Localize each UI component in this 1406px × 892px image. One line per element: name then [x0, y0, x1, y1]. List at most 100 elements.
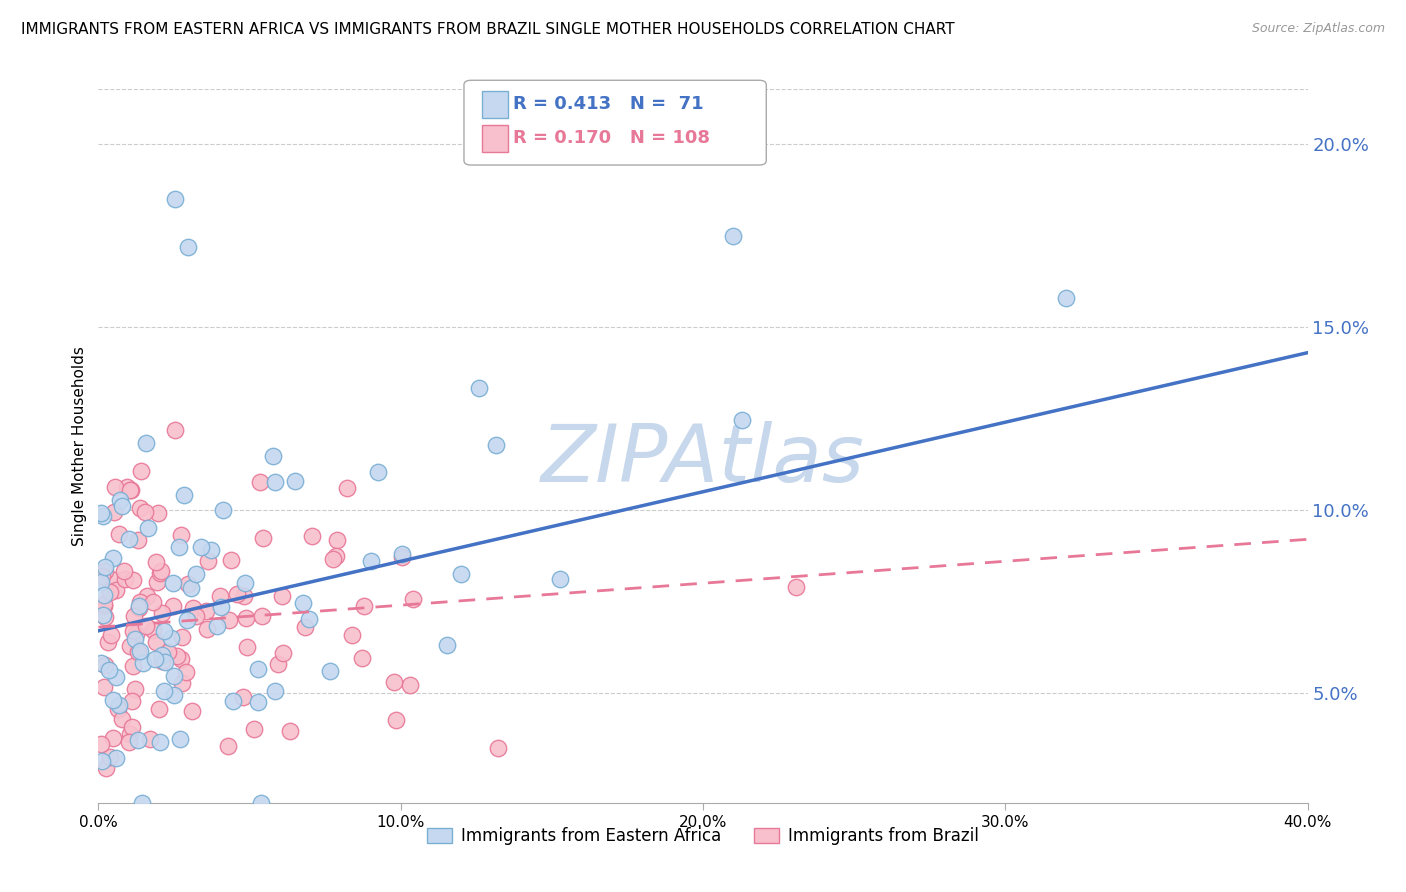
- Point: [128, 599, 150, 613]
- Point: [723, 228, 745, 243]
- Point: [135, 589, 157, 603]
- Point: [142, 595, 165, 609]
- Point: [218, 613, 240, 627]
- Point: [486, 741, 509, 756]
- Point: [398, 678, 420, 692]
- Point: [145, 635, 167, 649]
- Point: [252, 531, 274, 545]
- Point: [143, 652, 166, 666]
- Point: [145, 574, 167, 589]
- Point: [104, 751, 127, 765]
- Point: [128, 643, 150, 657]
- Point: [103, 505, 125, 519]
- Point: [152, 683, 174, 698]
- Point: [163, 423, 186, 437]
- Point: [129, 595, 152, 609]
- Point: [190, 540, 212, 554]
- Point: [145, 555, 167, 569]
- Point: [111, 712, 134, 726]
- Point: [91, 568, 114, 582]
- Point: [120, 727, 142, 741]
- Point: [262, 449, 284, 463]
- Point: [114, 572, 136, 586]
- Point: [91, 509, 114, 524]
- Point: [105, 669, 128, 683]
- Point: [176, 613, 198, 627]
- Point: [301, 529, 323, 543]
- Point: [90, 575, 112, 590]
- Point: [360, 554, 382, 568]
- Point: [167, 540, 190, 554]
- Point: [221, 553, 243, 567]
- Point: [149, 566, 172, 580]
- Point: [139, 731, 162, 746]
- Point: [94, 761, 117, 775]
- Point: [100, 628, 122, 642]
- Point: [166, 648, 188, 663]
- Point: [271, 646, 294, 660]
- Point: [163, 669, 186, 683]
- Point: [93, 658, 115, 673]
- Point: [104, 583, 127, 598]
- Point: [292, 596, 315, 610]
- Point: [209, 600, 232, 615]
- Point: [124, 627, 146, 641]
- Point: [391, 547, 413, 561]
- Point: [127, 733, 149, 747]
- Point: [136, 521, 159, 535]
- Point: [485, 437, 508, 451]
- Point: [93, 599, 115, 614]
- Point: [225, 587, 247, 601]
- Point: [270, 589, 292, 603]
- Point: [195, 622, 218, 636]
- Point: [181, 704, 204, 718]
- Point: [122, 624, 145, 638]
- Point: [150, 606, 173, 620]
- Point: [93, 598, 115, 612]
- Point: [170, 527, 193, 541]
- Point: [129, 464, 152, 478]
- Point: [98, 663, 121, 677]
- Text: ZIPAtlas: ZIPAtlas: [541, 421, 865, 500]
- Point: [121, 573, 143, 587]
- Point: [209, 589, 232, 603]
- Point: [267, 657, 290, 671]
- Point: [117, 735, 139, 749]
- Point: [165, 192, 187, 206]
- Point: [118, 640, 141, 654]
- Point: [121, 720, 143, 734]
- Point: [170, 630, 193, 644]
- Point: [112, 564, 135, 578]
- Point: [342, 627, 364, 641]
- Text: R = 0.413   N =  71: R = 0.413 N = 71: [513, 95, 704, 113]
- Point: [108, 493, 131, 508]
- Point: [162, 599, 184, 613]
- Point: [177, 239, 200, 253]
- Point: [156, 645, 179, 659]
- Point: [205, 619, 228, 633]
- Point: [135, 619, 157, 633]
- Point: [232, 690, 254, 705]
- Point: [197, 554, 219, 568]
- Point: [184, 608, 207, 623]
- Point: [243, 722, 266, 736]
- Y-axis label: Single Mother Households: Single Mother Households: [72, 346, 87, 546]
- Point: [104, 480, 127, 494]
- Point: [233, 576, 256, 591]
- Point: [436, 638, 458, 652]
- Text: R = 0.170   N = 108: R = 0.170 N = 108: [513, 129, 710, 147]
- Point: [353, 599, 375, 613]
- Point: [129, 500, 152, 515]
- Point: [122, 659, 145, 673]
- Point: [322, 551, 344, 566]
- Point: [177, 576, 200, 591]
- Point: [135, 435, 157, 450]
- Point: [250, 796, 273, 810]
- Point: [319, 664, 342, 678]
- Point: [118, 483, 141, 498]
- Point: [117, 480, 139, 494]
- Point: [150, 654, 173, 668]
- Point: [336, 481, 359, 495]
- Point: [170, 652, 193, 666]
- Point: [108, 527, 131, 541]
